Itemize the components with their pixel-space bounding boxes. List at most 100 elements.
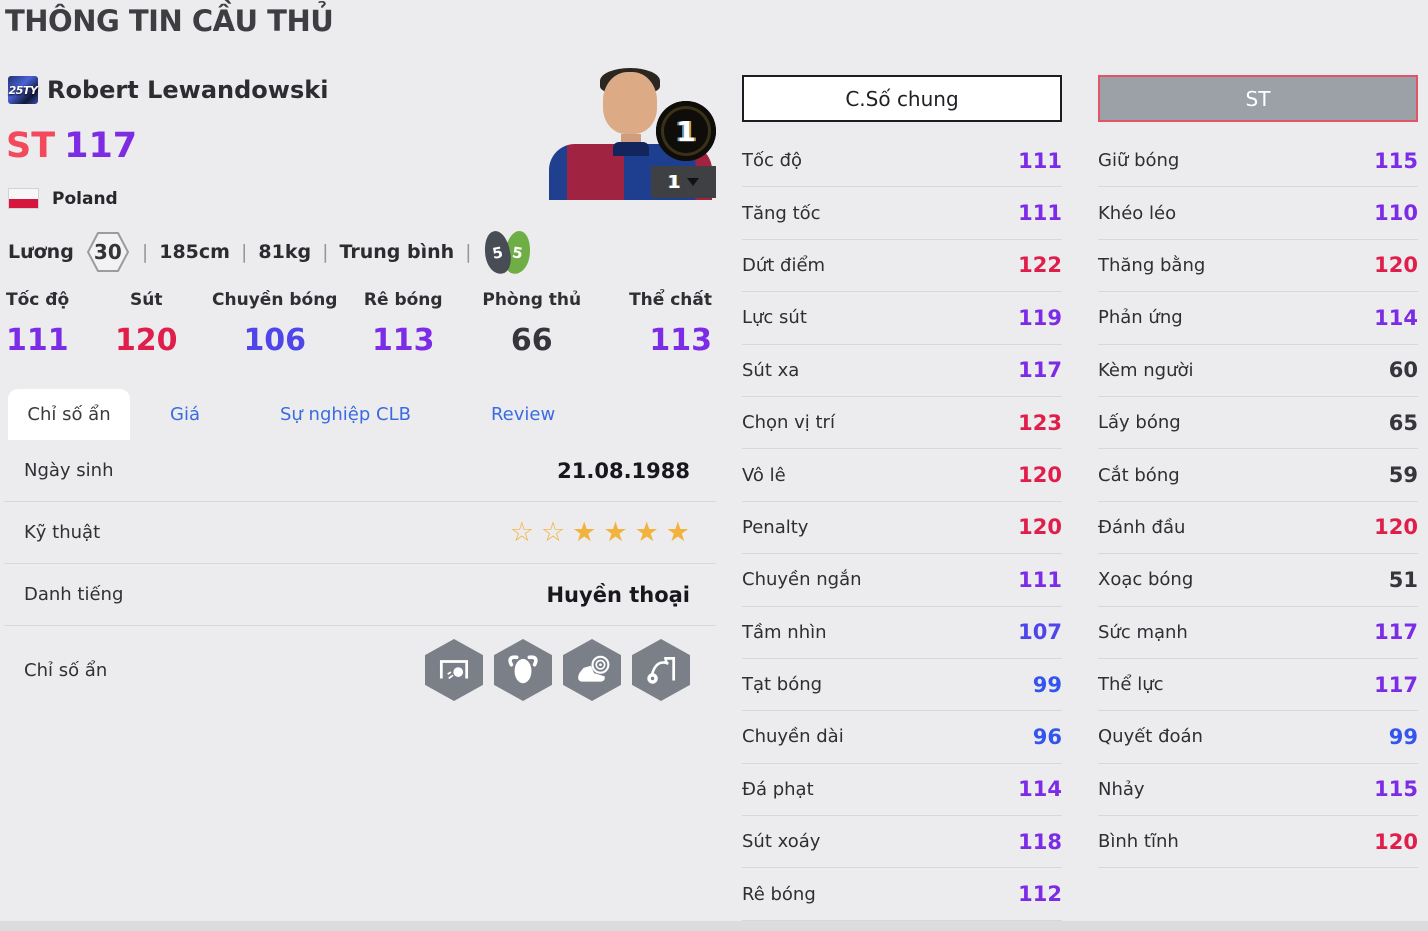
stat-row: Thăng bằng 120 (1098, 240, 1418, 293)
tab-review[interactable]: Review (451, 389, 595, 440)
summary-stat: Sút 120 (82, 290, 211, 358)
stat-value: 117 (1018, 358, 1062, 383)
position-label: ST (6, 126, 56, 166)
body-type-value: Trung bình (339, 241, 455, 263)
stat-row: Nhảy 115 (1098, 764, 1418, 817)
stat-label: Chuyền dài (742, 726, 844, 748)
hidden-stats-label: Chỉ số ẩn (24, 659, 108, 681)
stat-row: Penalty 120 (742, 502, 1062, 555)
left-foot-icon: 5 (481, 228, 514, 276)
star-empty-icon: ☆ (540, 517, 573, 548)
stat-value: 120 (1018, 463, 1062, 488)
goal-poacher-icon[interactable] (425, 639, 483, 701)
stat-value: 111 (1018, 201, 1062, 226)
stat-value: 110 (1374, 201, 1418, 226)
tab-bar: Chỉ số ẩn Giá Sự nghiệp CLB Review (8, 389, 595, 440)
summary-stat: Chuyền bóng 106 (211, 290, 340, 358)
upgrade-level-badge: 1 (656, 101, 716, 161)
season-badge: 25TY (8, 76, 38, 104)
horizontal-scrollbar[interactable] (0, 921, 1428, 931)
stat-row: Tốc độ 111 (742, 135, 1062, 188)
star-filled-icon: ★ (634, 517, 666, 548)
summary-stat-label: Chuyền bóng (212, 290, 338, 310)
stat-label: Vô lê (742, 464, 786, 486)
stat-row: Tạt bóng 99 (742, 659, 1062, 712)
page-title: THÔNG TIN CẦU THỦ (5, 4, 334, 38)
stat-row: Chuyền dài 96 (742, 711, 1062, 764)
fame-label: Danh tiếng (24, 584, 124, 605)
star-filled-icon: ★ (665, 517, 697, 548)
stat-label: Lấy bóng (1098, 412, 1181, 434)
stat-value: 99 (1388, 724, 1418, 749)
stat-value: 96 (1032, 724, 1062, 749)
summary-stat-value: 120 (114, 323, 178, 358)
stat-value: 59 (1388, 463, 1418, 488)
stat-label: Kèm người (1098, 359, 1194, 381)
stat-label: Sút xa (742, 359, 800, 381)
stat-value: 115 (1374, 148, 1418, 173)
player-meta-row: Lương 30 | 185cm | 81kg | Trung bình | 5… (8, 228, 533, 276)
general-stats-button[interactable]: C.Số chung (742, 75, 1062, 122)
stat-label: Tạt bóng (742, 674, 823, 696)
summary-stat: Thể chất 113 (596, 290, 716, 358)
stat-value: 120 (1374, 829, 1418, 854)
stat-value: 107 (1018, 620, 1062, 645)
stat-value: 115 (1374, 777, 1418, 802)
stat-value: 112 (1018, 882, 1062, 907)
player-name-row: 25TY Robert Lewandowski (8, 76, 328, 104)
stat-value: 119 (1018, 305, 1062, 330)
summary-stat: Tốc độ 111 (4, 290, 82, 358)
position-stats-list: Giữ bóng 115 Khéo léo 110 Thăng bằng 120… (1098, 135, 1418, 869)
stat-label: Chọn vị trí (742, 412, 835, 434)
summary-stat-value: 113 (371, 323, 435, 358)
stat-label: Khéo léo (1098, 202, 1177, 224)
summary-stat-label: Phòng thủ (482, 290, 582, 310)
summary-stat-value: 66 (510, 323, 553, 358)
tab-sự-nghiệp-clb[interactable]: Sự nghiệp CLB (240, 389, 451, 440)
skill-moves-row: Kỹ thuật ☆☆★★★★ (4, 502, 716, 564)
stat-row: Kèm người 60 (1098, 345, 1418, 397)
accurate-shot-icon[interactable] (563, 639, 621, 701)
stat-value: 120 (1018, 515, 1062, 540)
player-name: Robert Lewandowski (47, 76, 329, 104)
stat-row: Đánh đầu 120 (1098, 502, 1418, 555)
tab-label: Sự nghiệp CLB (279, 404, 411, 425)
chevron-down-icon (687, 178, 700, 186)
stat-label: Cắt bóng (1098, 464, 1180, 486)
stat-label: Tầm nhìn (742, 621, 827, 643)
tab-chỉ-số-ẩn[interactable]: Chỉ số ẩn (8, 389, 130, 440)
general-stats-column: C.Số chung Tốc độ 111 Tăng tốc 111 Dứt đ… (742, 75, 1062, 921)
summary-stat-value: 106 (243, 323, 307, 358)
stat-row: Chuyền ngắn 111 (742, 554, 1062, 607)
bull-strength-icon[interactable] (494, 639, 552, 701)
stat-row: Tầm nhìn 107 (742, 607, 1062, 659)
player-face (603, 72, 657, 134)
stat-value: 123 (1018, 410, 1062, 435)
level-dropdown[interactable]: 1 (651, 166, 716, 198)
poland-flag-icon (8, 188, 39, 209)
weight-value: 81kg (258, 241, 312, 263)
stat-row: Sút xoáy 118 (742, 816, 1062, 869)
stat-label: Giữ bóng (1098, 150, 1180, 172)
stat-row: Phản ứng 114 (1098, 292, 1418, 345)
stat-label: Quyết đoán (1098, 726, 1203, 748)
tab-giá[interactable]: Giá (130, 389, 240, 440)
stat-row: Khéo léo 110 (1098, 187, 1418, 240)
stat-row: Cắt bóng 59 (1098, 449, 1418, 502)
stat-label: Lực sút (742, 307, 807, 329)
stat-label: Xoạc bóng (1098, 569, 1194, 591)
salary-label: Lương (8, 241, 74, 263)
salary-value: 30 (93, 240, 122, 264)
chip-shot-icon[interactable] (632, 639, 690, 701)
stat-value: 51 (1388, 567, 1418, 592)
tab-label: Giá (170, 404, 200, 425)
skill-moves-label: Kỹ thuật (24, 522, 101, 543)
position-stats-button[interactable]: ST (1098, 75, 1418, 122)
fame-value: Huyền thoại (546, 582, 690, 607)
stat-value: 60 (1388, 358, 1418, 383)
tab-label: Chỉ số ẩn (27, 404, 111, 425)
star-empty-icon: ☆ (509, 517, 541, 548)
stat-label: Đánh đầu (1098, 516, 1186, 538)
stat-row: Lấy bóng 65 (1098, 397, 1418, 450)
stat-row: Chọn vị trí 123 (742, 397, 1062, 450)
